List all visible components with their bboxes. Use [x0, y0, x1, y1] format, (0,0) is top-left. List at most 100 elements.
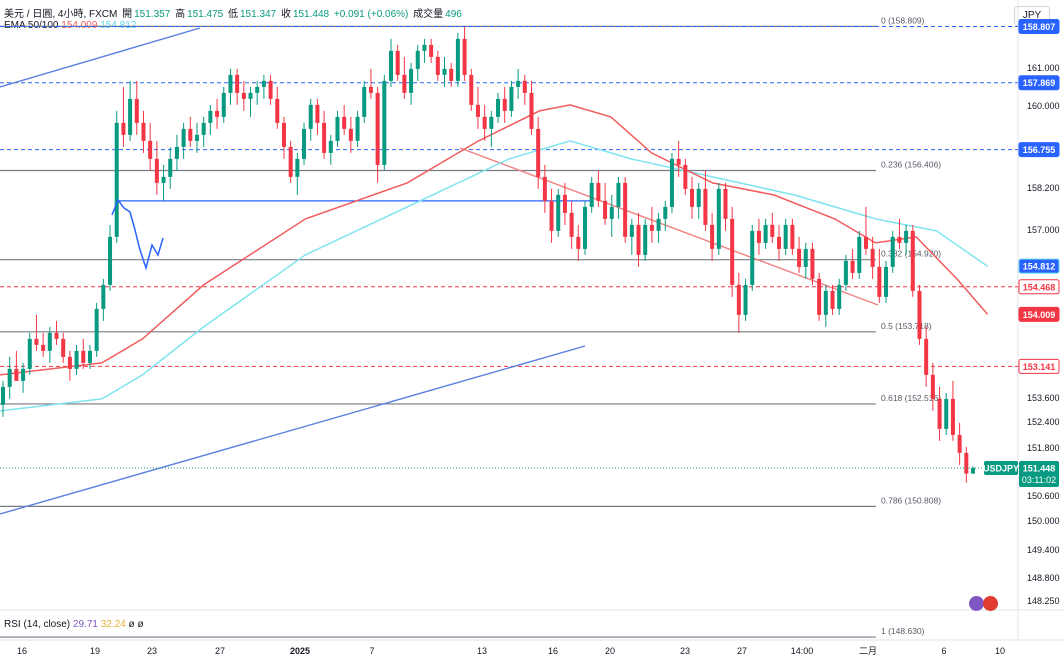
- candle-body: [335, 116, 340, 141]
- ema-legend[interactable]: EMA 50/100 154.009 154.812: [4, 20, 136, 31]
- candle-body: [710, 224, 715, 249]
- lightning-icon[interactable]: [969, 596, 984, 611]
- x-tick-label: 14:00: [791, 646, 814, 656]
- candle-body: [208, 110, 213, 123]
- candle-body: [736, 284, 741, 315]
- x-tick-label: 7: [369, 646, 374, 656]
- price-tag-label: 158.807: [1023, 22, 1056, 32]
- candle-body: [863, 236, 868, 249]
- candle-body: [148, 140, 153, 159]
- candle-body: [496, 98, 501, 117]
- candle-body: [14, 368, 19, 381]
- candle-body: [756, 230, 761, 243]
- candle-body: [108, 236, 113, 285]
- ema50-value: 154.009: [61, 20, 98, 31]
- candle-body: [241, 92, 246, 99]
- candle-body: [683, 164, 688, 189]
- candle-body: [970, 468, 976, 474]
- price-tag-box: [1018, 18, 1060, 34]
- x-tick-label: 二月: [859, 646, 877, 656]
- y-tick-label: 157.000: [1027, 225, 1060, 235]
- candle-body: [576, 236, 581, 249]
- candle-body: [87, 350, 92, 363]
- price-tag-box: [1018, 306, 1060, 322]
- candle-body: [302, 128, 307, 159]
- x-tick-label: 16: [548, 646, 558, 656]
- candle-body: [636, 224, 641, 255]
- open-label: 開: [122, 9, 133, 20]
- candle-body: [61, 338, 66, 357]
- candle-body: [884, 266, 889, 297]
- open-value: 151.357: [134, 9, 171, 20]
- candle-body: [676, 158, 681, 165]
- candle-body: [475, 104, 480, 117]
- candle-body: [455, 38, 460, 81]
- fib-level-label: 0 (158.809): [881, 15, 925, 25]
- y-tick-label: 161.000: [1027, 63, 1060, 73]
- high-label: 高: [175, 9, 186, 20]
- fib-level-label: 0.5 (153.718): [881, 321, 932, 331]
- candle-body: [489, 116, 494, 129]
- x-tick-label: 13: [477, 646, 487, 656]
- candle-body: [843, 260, 848, 285]
- x-tick-label: 23: [680, 646, 690, 656]
- resistance-trendline: [459, 147, 879, 306]
- candle-body: [482, 116, 487, 129]
- candle-body: [275, 98, 280, 123]
- candle-body: [797, 248, 802, 267]
- candle-body: [957, 434, 962, 453]
- us-flag-icon[interactable]: [983, 596, 998, 611]
- candle-body: [121, 122, 126, 135]
- candle-body: [549, 200, 554, 231]
- candle-body: [810, 248, 815, 279]
- candle-body: [837, 284, 842, 309]
- candle-body: [27, 338, 32, 369]
- candle-body: [656, 218, 661, 231]
- y-tick-label: 160.000: [1027, 101, 1060, 111]
- candle-body: [328, 140, 333, 153]
- candle-body: [322, 122, 327, 153]
- ema50-line: [0, 104, 989, 376]
- y-tick-label: 151.800: [1027, 443, 1060, 453]
- candle-body: [174, 146, 179, 159]
- candle-body: [690, 188, 695, 207]
- fib-level-label: 0.618 (152.516): [881, 393, 941, 403]
- candle-body: [950, 398, 955, 435]
- countdown-label: 03:11:02: [1022, 475, 1056, 485]
- rsi-legend[interactable]: RSI (14, close) 29.71 32.24 ø ø: [4, 619, 144, 630]
- candle-body: [248, 92, 253, 99]
- symbol-title: 美元 / 日圓, 4小時, FXCM: [4, 9, 118, 20]
- candle-body: [703, 188, 708, 225]
- candle-body: [422, 44, 427, 51]
- candle-body: [442, 68, 447, 75]
- candle-body: [750, 230, 755, 285]
- rsi-label: RSI (14, close): [4, 619, 71, 630]
- candle-body: [288, 146, 293, 177]
- candle-body: [94, 308, 99, 351]
- candle-body: [830, 290, 835, 309]
- candle-body: [215, 110, 220, 117]
- candle-body: [649, 224, 654, 231]
- x-tick-label: 10: [995, 646, 1005, 656]
- candle-body: [21, 368, 26, 381]
- candle-body: [536, 128, 541, 177]
- x-tick-label: 27: [215, 646, 225, 656]
- candle-body: [435, 56, 440, 75]
- candle-body: [255, 86, 260, 93]
- candle-body: [582, 206, 588, 249]
- candle-body: [368, 86, 373, 93]
- candle-body: [783, 224, 788, 249]
- candle-body: [924, 338, 929, 375]
- candle-body: [562, 194, 567, 213]
- candle-body: [623, 182, 628, 237]
- x-tick-label: 6: [941, 646, 946, 656]
- candle-body: [897, 236, 902, 243]
- price-tag-label: 153.141: [1023, 362, 1056, 372]
- wave-pattern: [111, 198, 164, 271]
- high-value: 151.475: [187, 9, 224, 20]
- candle-body: [54, 332, 59, 339]
- fib-level-label: 0.786 (150.808): [881, 495, 941, 505]
- price-tag-box: [1018, 142, 1060, 158]
- x-tick-label: 19: [90, 646, 100, 656]
